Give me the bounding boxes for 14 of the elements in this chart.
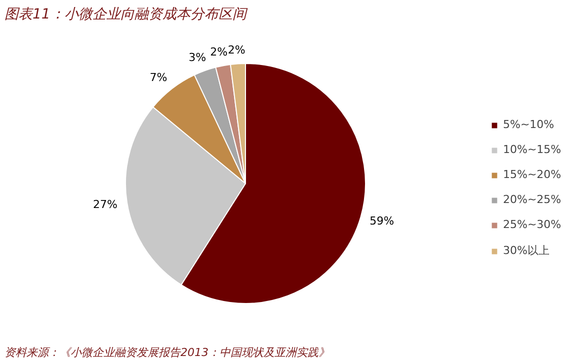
legend-label: 5%~10% <box>503 118 554 131</box>
legend-label: 25%~30% <box>503 218 562 231</box>
legend-label: 20%~25% <box>503 193 562 206</box>
data-label: 3% <box>188 50 206 64</box>
legend-label: 15%~20% <box>503 168 562 181</box>
data-label: 2% <box>210 45 228 58</box>
data-label: 27% <box>93 198 118 211</box>
data-label: 59% <box>370 214 394 228</box>
legend-label: 30%以上 <box>503 243 550 258</box>
text: 资料来源：《小微企业融资发展报告2013：中国现状及亚洲实践》 <box>4 346 330 359</box>
legend-label: 10%~15% <box>503 143 562 156</box>
chart-title: 图表11：小微企业向融资成本分布区间 <box>4 6 248 22</box>
data-label: 2% <box>228 43 246 56</box>
data-label: 7% <box>150 71 168 84</box>
